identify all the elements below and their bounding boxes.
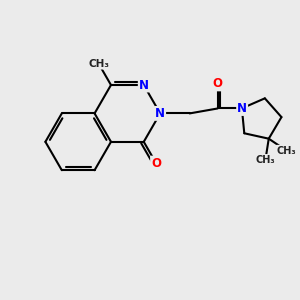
Text: CH₃: CH₃ xyxy=(277,146,296,156)
Text: N: N xyxy=(155,107,165,120)
Text: CH₃: CH₃ xyxy=(256,155,275,165)
Text: O: O xyxy=(151,157,161,169)
Text: N: N xyxy=(237,102,247,115)
Text: O: O xyxy=(212,77,223,90)
Text: N: N xyxy=(139,79,149,92)
Text: CH₃: CH₃ xyxy=(88,59,109,69)
